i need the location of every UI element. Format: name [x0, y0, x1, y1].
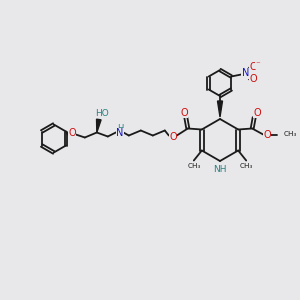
- Polygon shape: [97, 119, 101, 133]
- Text: O: O: [263, 130, 271, 140]
- Text: NH: NH: [213, 166, 227, 175]
- Polygon shape: [218, 101, 223, 117]
- Text: N: N: [116, 128, 124, 139]
- Text: O: O: [169, 131, 177, 142]
- Text: O: O: [249, 61, 257, 71]
- Text: O: O: [254, 107, 261, 118]
- Text: N: N: [242, 68, 249, 79]
- Text: CH₃: CH₃: [187, 164, 200, 169]
- Text: CH₃: CH₃: [239, 164, 253, 169]
- Text: CH₃: CH₃: [283, 131, 297, 137]
- Text: HO: HO: [95, 109, 109, 118]
- Text: H: H: [117, 124, 123, 133]
- Text: O: O: [180, 107, 188, 118]
- Text: O: O: [249, 74, 257, 85]
- Text: ⁻: ⁻: [256, 60, 261, 69]
- Text: O: O: [68, 128, 76, 139]
